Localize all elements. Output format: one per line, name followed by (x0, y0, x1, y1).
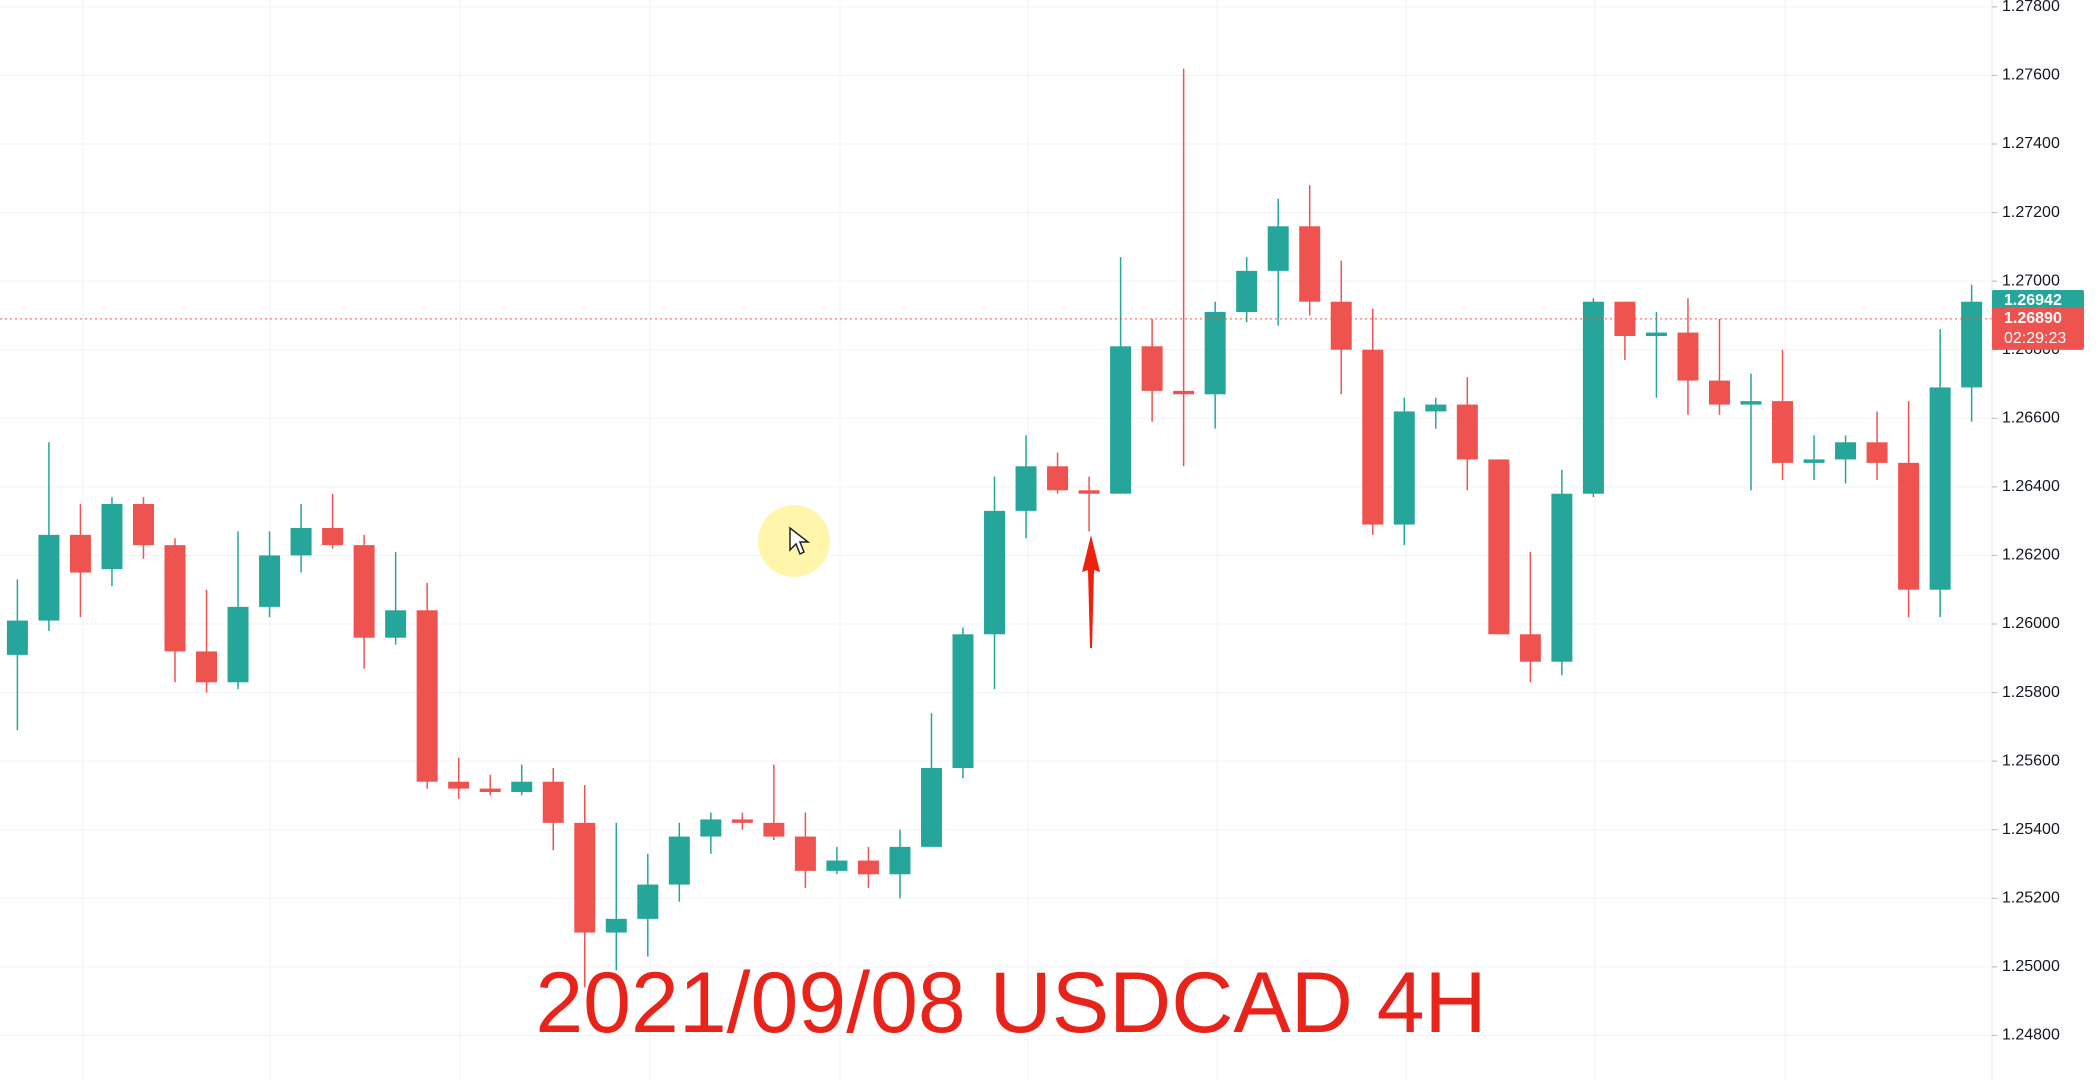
candle-body (574, 822, 596, 933)
candle-body (1645, 332, 1667, 336)
candle-body (1078, 490, 1100, 494)
candle-body (1803, 459, 1825, 463)
candle-body (826, 860, 848, 871)
candle-body (1488, 459, 1510, 635)
candle-body (1898, 462, 1920, 590)
price-label: 1.26942 (2004, 292, 2062, 309)
candle-body (479, 788, 501, 792)
candle-body (132, 504, 154, 546)
candle-body (1204, 312, 1226, 395)
candle-body (1173, 390, 1195, 395)
candle-body (1299, 226, 1321, 302)
y-tick-label: 1.25200 (2002, 890, 2060, 907)
candle-body (1614, 301, 1636, 336)
y-tick-label: 1.26200 (2002, 547, 2060, 564)
candle-body (700, 819, 722, 837)
annotation-arrow (1082, 535, 1100, 648)
y-tick-label: 1.26400 (2002, 478, 2060, 495)
candle-body (1425, 404, 1447, 412)
y-tick-label: 1.27200 (2002, 204, 2060, 221)
candle-body (1267, 226, 1289, 271)
candle-body (1047, 466, 1069, 491)
price-label-box (1992, 290, 2084, 313)
candle-body (668, 836, 690, 885)
candle-body (511, 781, 533, 792)
candle-body (1835, 442, 1857, 460)
y-tick-label: 1.27000 (2002, 272, 2060, 289)
y-tick-label: 1.27600 (2002, 67, 2060, 84)
candle-body (196, 651, 218, 683)
candle-body (353, 545, 375, 638)
price-axis (1992, 0, 2096, 1080)
price-label-box (1992, 307, 2084, 350)
candle-body (69, 534, 91, 573)
candle-body (542, 781, 564, 823)
candle-body (38, 534, 60, 621)
y-tick-label: 1.25400 (2002, 821, 2060, 838)
candle-body (763, 822, 785, 837)
y-tick-label: 1.25600 (2002, 752, 2060, 769)
candle-body (259, 555, 281, 607)
candle-body (1141, 346, 1163, 391)
price-label: 1.26890 (2004, 310, 2062, 327)
candle-body (984, 510, 1006, 635)
candle-body (1236, 270, 1258, 312)
cursor (789, 526, 811, 556)
candle-body (794, 836, 816, 871)
candle-body (1961, 301, 1983, 388)
candle-body (731, 819, 753, 823)
candle-body (416, 610, 438, 782)
candle-body (385, 610, 407, 638)
candle-body (1866, 442, 1888, 463)
price-countdown: 02:29:23 (2004, 330, 2066, 347)
candle-body (857, 860, 879, 875)
grid (0, 6, 1992, 1036)
candle-body (164, 545, 186, 652)
chart-title: 2021/09/08 USDCAD 4H (535, 955, 1486, 1051)
candle-body (1456, 404, 1478, 460)
candle-body (1330, 301, 1352, 350)
candle-body (1362, 349, 1384, 525)
candle-body (101, 504, 123, 570)
y-tick-label: 1.25800 (2002, 684, 2060, 701)
candle-body (1772, 401, 1794, 463)
candle-body (605, 918, 627, 933)
candles (0, 68, 1992, 988)
axis-labels: 1.27800 1.27600 1.27400 1.27200 1.27000 1.268… (1992, 0, 2084, 1044)
candle-body (448, 781, 470, 789)
candle-body (6, 620, 28, 655)
candle-body (1677, 332, 1699, 381)
candle-body (1519, 634, 1541, 662)
y-tick-label: 1.25000 (2002, 958, 2060, 975)
candle-body (1708, 380, 1730, 405)
y-tick-label: 1.24800 (2002, 1027, 2060, 1044)
candle-body (637, 884, 659, 919)
candle-body (290, 528, 312, 556)
candle-body (952, 634, 974, 768)
candle-body (322, 528, 344, 546)
y-tick-label: 1.26000 (2002, 615, 2060, 632)
candle-body (889, 846, 911, 875)
candle-body (1740, 401, 1762, 405)
y-tick-label: 1.27800 (2002, 0, 2060, 15)
candle-body (1929, 387, 1951, 590)
candle-body (1551, 493, 1573, 662)
candle-body (1393, 411, 1415, 525)
candle-body (227, 606, 249, 683)
vertical-grid (82, 0, 1786, 1080)
y-tick-label: 1.26600 (2002, 410, 2060, 427)
y-tick-label: 1.27400 (2002, 135, 2060, 152)
candle-body (1582, 301, 1604, 494)
candle-body (920, 768, 942, 847)
candle-body (1110, 346, 1132, 494)
candle-body (1015, 466, 1037, 511)
